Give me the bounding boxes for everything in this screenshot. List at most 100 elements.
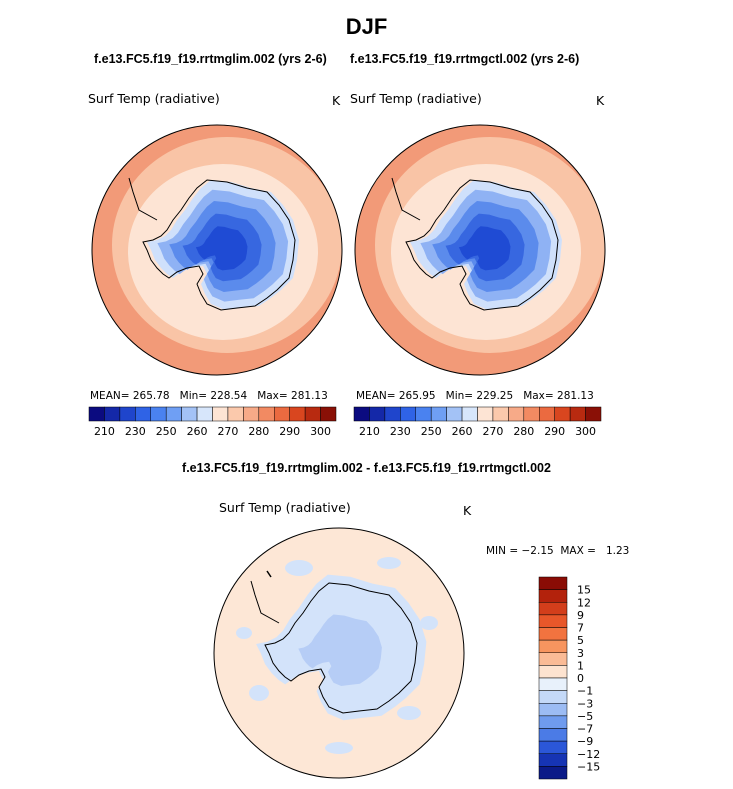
max-value: 1.23 <box>605 545 630 557</box>
peninsula-coastline <box>391 177 421 221</box>
min-label: MIN = <box>486 545 519 557</box>
colorbar-tick-label: 290 <box>279 425 300 438</box>
left-panel-stats: MEAN= 265.78 Min= 228.54 Max= 281.13 <box>90 390 328 402</box>
colorbar-swatch <box>538 715 568 729</box>
colorbar-swatch <box>135 406 151 422</box>
colorbar-swatch <box>119 406 136 422</box>
colorbar-tick-label: −15 <box>577 760 600 773</box>
colorbar-swatch <box>430 406 447 422</box>
max-label: Max= <box>523 390 554 402</box>
mean-value: 265.95 <box>398 390 436 402</box>
colorbar-tick-label: 250 <box>421 425 442 438</box>
colorbar-swatch <box>569 406 586 422</box>
colorbar-swatch <box>508 406 525 422</box>
colorbar-swatch <box>538 639 568 653</box>
colorbar-tick-label: −5 <box>577 710 593 723</box>
colorbar-swatch <box>415 406 432 422</box>
difference-variable-label: Surf Temp (radiative) <box>219 500 351 515</box>
colorbar-tick-label: −12 <box>577 748 600 761</box>
right-colorbar: 210 230 250 260 270 280 290 300 <box>353 406 602 438</box>
max-value: 281.13 <box>291 390 328 402</box>
right-panel-units: K <box>596 93 605 108</box>
min-label: Min= <box>445 390 474 402</box>
right-antarctic-map <box>355 125 605 375</box>
antarctica-coastline <box>142 179 296 311</box>
colorbar-swatch <box>538 614 568 628</box>
left-antarctic-map <box>92 125 342 375</box>
negative-difference-patch <box>249 685 269 701</box>
left-panel-units: K <box>332 93 341 108</box>
min-label: Min= <box>179 390 208 402</box>
colorbar-tick-label: 270 <box>482 425 503 438</box>
colorbar-swatch <box>492 406 509 422</box>
colorbar-swatch <box>304 406 321 422</box>
colorbar-tick-label: 7 <box>577 622 584 635</box>
colorbar-tick-label: 280 <box>248 425 269 438</box>
colorbar-swatch <box>353 406 370 422</box>
max-value: 281.13 <box>557 390 594 402</box>
colorbar-swatch <box>369 406 386 422</box>
colorbar-tick-label: 12 <box>577 596 591 609</box>
colorbar-swatch <box>538 627 568 641</box>
colorbar-swatch <box>538 665 568 679</box>
peninsula-coastline <box>128 177 158 221</box>
colorbar-tick-label: 1 <box>577 659 584 672</box>
colorbar-swatch <box>150 406 167 422</box>
colorbar-swatch <box>538 766 568 780</box>
min-value: 228.54 <box>210 390 248 402</box>
colorbar-swatch <box>477 406 494 422</box>
colorbar-swatch <box>538 589 568 603</box>
left-panel-case-title: f.e13.FC5.f19_f19.rrtmglim.002 (yrs 2-6) <box>94 52 327 66</box>
colorbar-tick-label: 290 <box>544 425 565 438</box>
colorbar-tick-label: 250 <box>156 425 177 438</box>
colorbar-swatch <box>320 406 337 422</box>
colorbar-swatch <box>446 406 463 422</box>
negative-difference-patch <box>420 616 438 630</box>
difference-map-border <box>213 527 465 779</box>
colorbar-swatch <box>538 602 568 616</box>
colorbar-tick-label: −1 <box>577 685 593 698</box>
min-value: 229.25 <box>476 390 514 402</box>
colorbar-tick-label: 210 <box>94 425 115 438</box>
difference-units: K <box>463 503 472 518</box>
colorbar-swatch <box>104 406 121 422</box>
negative-difference-patch <box>325 742 353 754</box>
max-label: MAX = <box>560 545 596 557</box>
left-map-border <box>91 124 343 376</box>
colorbar-swatch <box>165 406 182 422</box>
antarctica-coastline <box>405 179 559 311</box>
colorbar-tick-label: −9 <box>577 735 593 748</box>
south-america-tip <box>359 194 365 203</box>
colorbar-swatch <box>243 406 260 422</box>
difference-title: f.e13.FC5.f19_f19.rrtmglim.002 - f.e13.F… <box>182 461 551 475</box>
max-label: Max= <box>257 390 288 402</box>
left-colorbar: 210 230 250 260 270 280 290 300 <box>88 406 337 438</box>
colorbar-swatch <box>538 652 568 666</box>
colorbar-tick-label: 260 <box>452 425 473 438</box>
colorbar-swatch <box>88 406 105 422</box>
colorbar-swatch <box>538 677 568 691</box>
colorbar-swatch <box>538 728 568 742</box>
colorbar-swatch <box>538 703 568 717</box>
colorbar-tick-label: 230 <box>125 425 146 438</box>
negative-difference-region <box>298 614 382 686</box>
colorbar-swatch <box>227 406 244 422</box>
right-panel-variable-label: Surf Temp (radiative) <box>350 91 482 106</box>
colorbar-swatch <box>538 576 568 590</box>
colorbar-swatch <box>181 406 198 422</box>
colorbar-swatch <box>289 406 306 422</box>
colorbar-tick-label: 0 <box>577 672 584 685</box>
colorbar-tick-label: −7 <box>577 723 593 736</box>
colorbar-tick-label: 300 <box>310 425 331 438</box>
colorbar-tick-label: 260 <box>187 425 208 438</box>
colorbar-tick-label: 230 <box>390 425 411 438</box>
colorbar-swatch <box>538 690 568 704</box>
colorbar-swatch <box>258 406 275 422</box>
difference-min-max: MIN = −2.15 MAX = 1.23 <box>486 545 629 557</box>
colorbar-swatch <box>461 406 478 422</box>
temperature-contour-band <box>458 226 511 271</box>
antarctica-coastline <box>264 582 418 714</box>
colorbar-swatch <box>384 406 401 422</box>
colorbar-swatch <box>538 740 568 754</box>
